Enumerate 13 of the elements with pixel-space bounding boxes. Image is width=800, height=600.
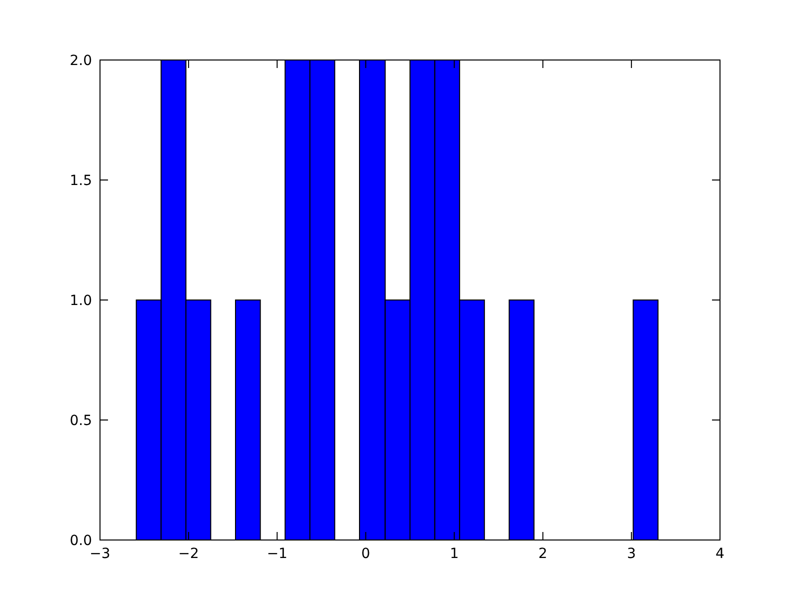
x-tick-label: 0 [361, 546, 370, 562]
y-tick-label: 0.0 [70, 532, 92, 549]
x-tick-label: −1 [266, 546, 288, 562]
x-tick-label: 1 [450, 546, 459, 562]
x-tick-label: −3 [90, 546, 110, 562]
y-tick-label: 2.0 [70, 52, 92, 69]
x-tick-label: −2 [178, 546, 199, 562]
y-tick-label: 0.5 [70, 412, 92, 429]
x-tick-label: 2 [538, 546, 548, 562]
y-tick-label: 1.5 [70, 172, 92, 189]
x-tick-label: 4 [716, 546, 725, 562]
x-tick-label: 3 [626, 546, 636, 562]
y-tick-label: 1.0 [70, 292, 92, 309]
